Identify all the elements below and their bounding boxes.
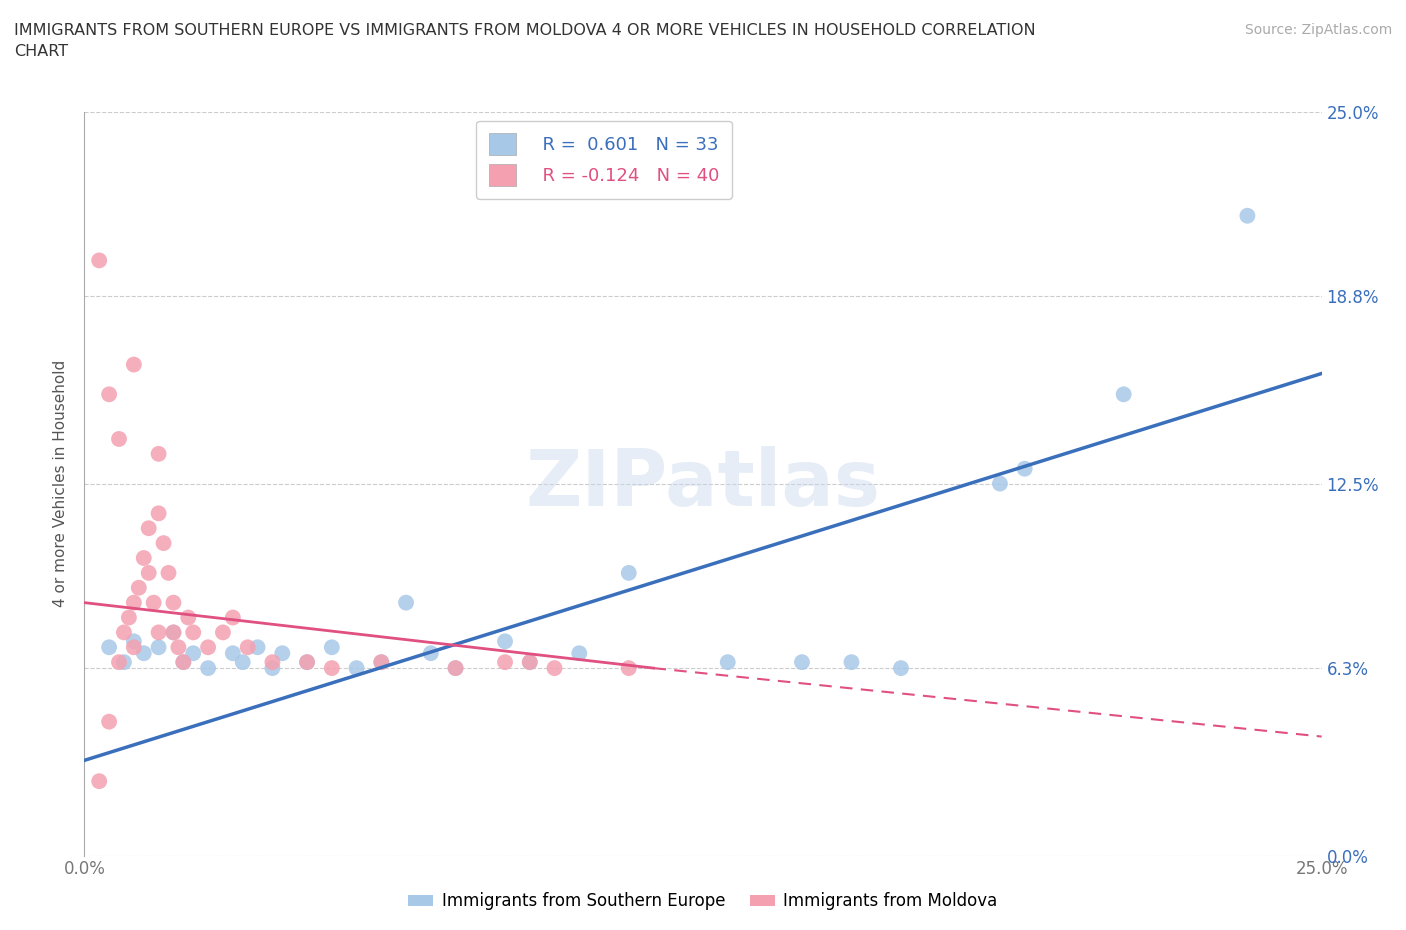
Point <box>132 551 155 565</box>
Point <box>128 580 150 595</box>
Point <box>172 655 194 670</box>
Point <box>142 595 165 610</box>
Point <box>98 387 121 402</box>
Point <box>246 640 269 655</box>
Point <box>181 645 204 660</box>
Point <box>172 655 194 670</box>
Point <box>232 655 254 670</box>
Point <box>162 625 184 640</box>
Point <box>321 660 343 675</box>
Point <box>841 655 863 670</box>
Point <box>419 645 441 660</box>
Point <box>197 640 219 655</box>
Point <box>370 655 392 670</box>
Legend:   R =  0.601   N = 33,   R = -0.124   N = 40: R = 0.601 N = 33, R = -0.124 N = 40 <box>477 121 731 199</box>
Point <box>122 634 145 649</box>
Point <box>271 645 294 660</box>
Point <box>157 565 180 580</box>
Point <box>148 625 170 640</box>
Point <box>177 610 200 625</box>
Point <box>236 640 259 655</box>
Point <box>370 655 392 670</box>
Point <box>617 565 640 580</box>
Point <box>395 595 418 610</box>
Point <box>138 521 160 536</box>
Point <box>444 660 467 675</box>
Text: ZIPatlas: ZIPatlas <box>526 445 880 522</box>
Point <box>519 655 541 670</box>
Point <box>108 655 131 670</box>
Point <box>122 640 145 655</box>
Point <box>197 660 219 675</box>
Point <box>346 660 368 675</box>
Point <box>262 660 284 675</box>
Point <box>543 660 565 675</box>
Point <box>162 595 184 610</box>
Point <box>108 432 131 446</box>
Point <box>212 625 235 640</box>
Point <box>132 645 155 660</box>
Point <box>148 506 170 521</box>
Y-axis label: 4 or more Vehicles in Household: 4 or more Vehicles in Household <box>53 360 69 607</box>
Text: IMMIGRANTS FROM SOUTHERN EUROPE VS IMMIGRANTS FROM MOLDOVA 4 OR MORE VEHICLES IN: IMMIGRANTS FROM SOUTHERN EUROPE VS IMMIG… <box>14 23 1036 60</box>
Point <box>89 253 111 268</box>
Point <box>988 476 1011 491</box>
Point <box>122 357 145 372</box>
Point <box>262 655 284 670</box>
Point <box>295 655 318 670</box>
Point <box>98 714 121 729</box>
Point <box>1236 208 1258 223</box>
Point <box>790 655 813 670</box>
Point <box>222 645 245 660</box>
Point <box>181 625 204 640</box>
Point <box>568 645 591 660</box>
Point <box>89 774 111 789</box>
Point <box>162 625 184 640</box>
Point <box>494 634 516 649</box>
Point <box>152 536 174 551</box>
Point <box>98 640 121 655</box>
Point <box>444 660 467 675</box>
Point <box>717 655 740 670</box>
Point <box>1014 461 1036 476</box>
Point <box>148 446 170 461</box>
Point <box>112 655 135 670</box>
Point <box>321 640 343 655</box>
Point <box>167 640 190 655</box>
Point <box>138 565 160 580</box>
Point <box>122 595 145 610</box>
Point <box>295 655 318 670</box>
Text: Source: ZipAtlas.com: Source: ZipAtlas.com <box>1244 23 1392 37</box>
Point <box>112 625 135 640</box>
Point <box>890 660 912 675</box>
Point <box>617 660 640 675</box>
Point <box>1112 387 1135 402</box>
Point <box>118 610 141 625</box>
Legend: Immigrants from Southern Europe, Immigrants from Moldova: Immigrants from Southern Europe, Immigra… <box>402 885 1004 917</box>
Point <box>222 610 245 625</box>
Point <box>494 655 516 670</box>
Point <box>148 640 170 655</box>
Point <box>519 655 541 670</box>
